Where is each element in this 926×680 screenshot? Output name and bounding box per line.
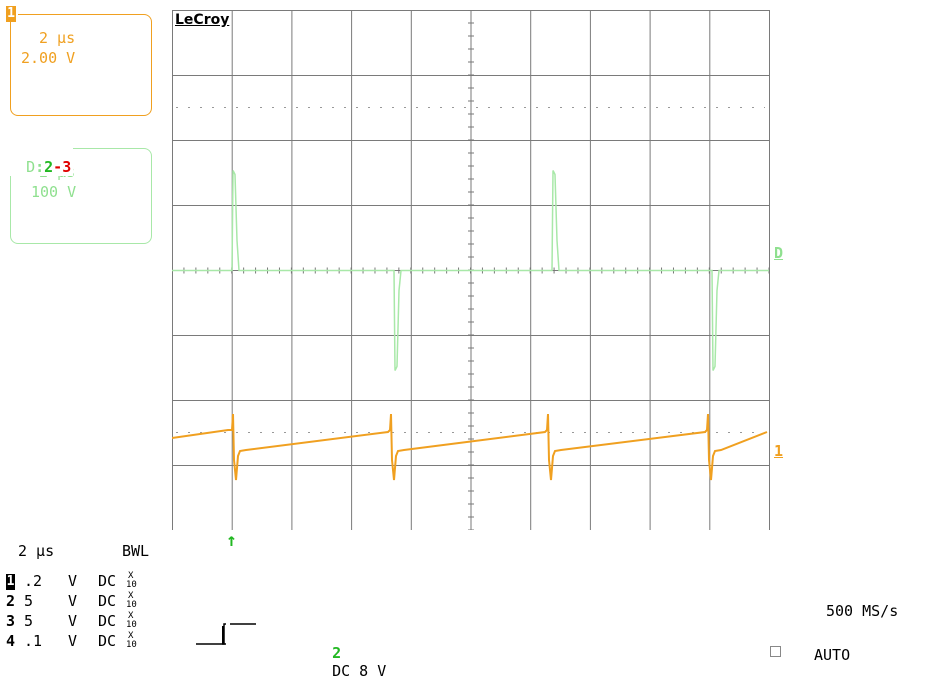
- probe-attenuation: 10: [126, 620, 137, 630]
- bandwidth-limit-label: BWL: [122, 542, 150, 560]
- channel-1-info-box[interactable]: 2 μs 2.00 V: [10, 14, 152, 116]
- channel-volts-value: .1: [24, 632, 43, 650]
- probe-attenuation: 10: [126, 580, 137, 590]
- channel-volts-unit: V: [68, 612, 78, 630]
- math-source-a: 2: [44, 158, 54, 176]
- channel-coupling: DC: [98, 632, 117, 650]
- channel-row[interactable]: 3 5 V DC X 10: [6, 612, 166, 632]
- math-trace: [172, 170, 769, 371]
- ch1-timebase: 2 μs: [39, 29, 76, 47]
- math-source-b: 3: [62, 158, 72, 176]
- channel-number: 1: [6, 574, 15, 590]
- brand-logo: LeCroy: [174, 12, 231, 28]
- channel-row[interactable]: 1 .2 V DC X 10: [6, 572, 166, 592]
- sample-rate: 500 MS/s: [826, 602, 899, 620]
- channel-row[interactable]: 4 .1 V DC X 10: [6, 632, 166, 652]
- trigger-rising-edge-icon: [196, 623, 256, 645]
- oscilloscope-display[interactable]: [172, 10, 772, 530]
- ch1-trace-marker: 1: [774, 442, 784, 460]
- probe-attenuation: 10: [126, 600, 137, 610]
- channel-volts-value: .2: [24, 572, 43, 590]
- trigger-mode[interactable]: AUTO: [814, 646, 851, 664]
- channel-number: 2: [6, 592, 16, 610]
- trigger-position-arrow: ↑: [226, 530, 237, 551]
- trigger-channel: 2: [332, 644, 342, 662]
- channel-coupling: DC: [98, 592, 117, 610]
- ch1-badge: 1: [6, 2, 18, 22]
- math-trace-marker: D: [774, 244, 784, 262]
- channel-number: 3: [6, 612, 16, 630]
- math-definition: D:2-3: [6, 140, 74, 176]
- probe-multiplier: X: [128, 611, 134, 621]
- channel-number: 4: [6, 632, 16, 650]
- channel-coupling: DC: [98, 612, 117, 630]
- probe-attenuation: 10: [126, 640, 137, 650]
- probe-multiplier: X: [128, 571, 134, 581]
- channel-volts-unit: V: [68, 572, 78, 590]
- trigger-level: DC 8 V: [332, 662, 387, 680]
- channel-coupling: DC: [98, 572, 117, 590]
- channel-1-trace: [172, 413, 768, 481]
- channel-volts-unit: V: [68, 632, 78, 650]
- channel-volts-unit: V: [68, 592, 78, 610]
- channel-volts-value: 5: [24, 592, 34, 610]
- probe-multiplier: X: [128, 631, 134, 641]
- channel-volts-value: 5: [24, 612, 34, 630]
- trigger-setting[interactable]: 2 DC 8 V: [314, 626, 386, 680]
- ch1-volts-per-div: 2.00 V: [21, 49, 76, 67]
- channel-row[interactable]: 2 5 V DC X 10: [6, 592, 166, 612]
- footer-timebase: 2 μs: [18, 542, 55, 560]
- probe-multiplier: X: [128, 591, 134, 601]
- math-badge: D: [26, 158, 36, 176]
- trigger-mode-indicator: [770, 646, 781, 657]
- math-volts-per-div: 100 V: [31, 183, 77, 201]
